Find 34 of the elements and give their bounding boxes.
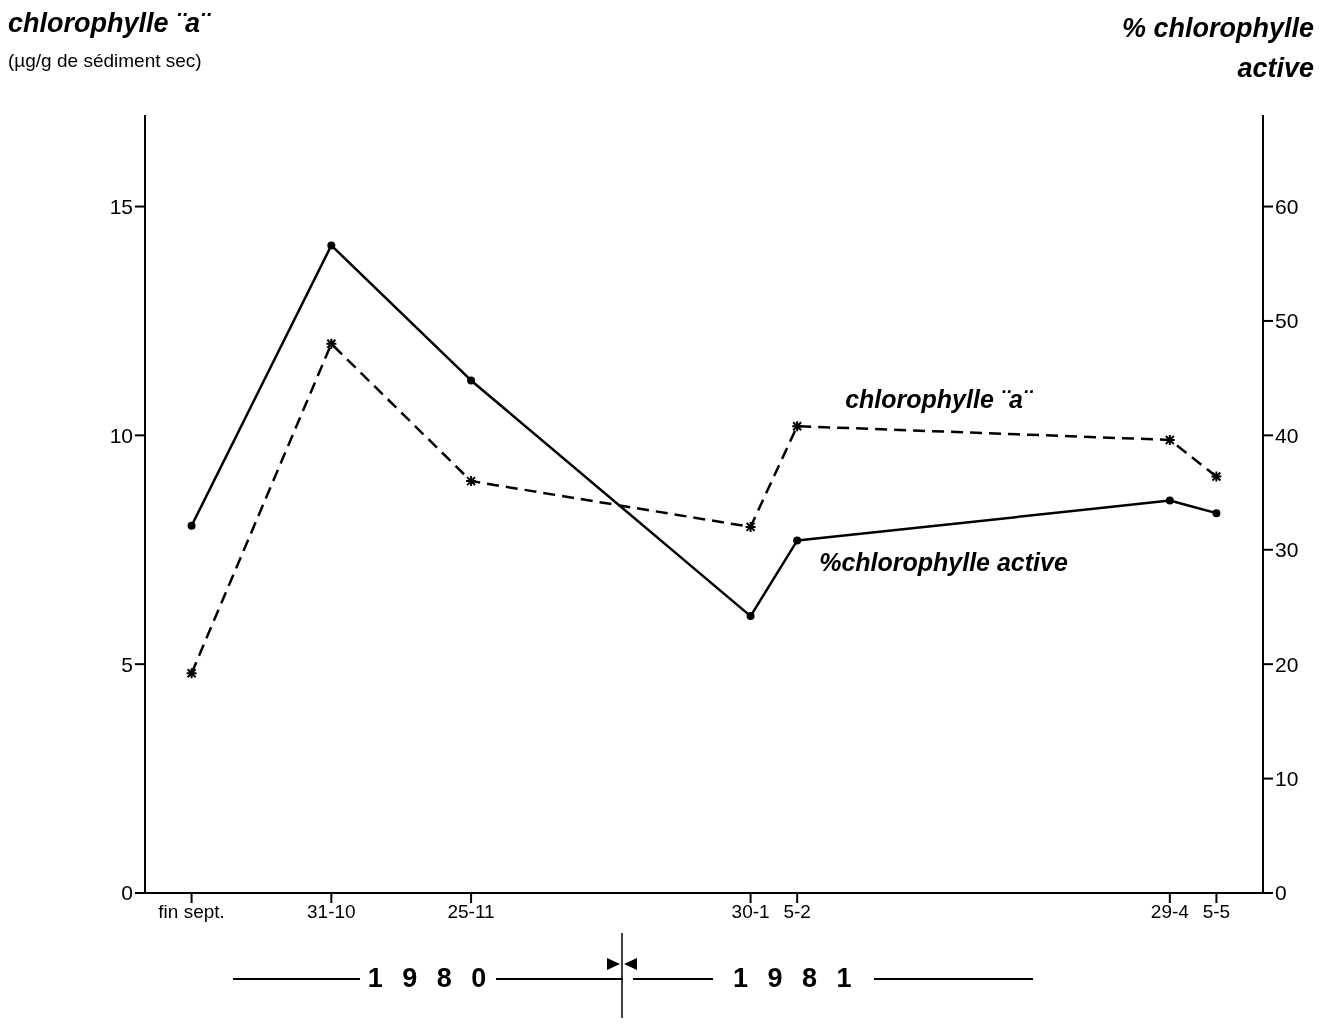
point — [1210, 470, 1223, 483]
y2-tick-label: 10 — [1275, 767, 1299, 791]
text: 1 9 8 0 — [366, 963, 494, 994]
y2-tick-label: 60 — [1275, 194, 1299, 218]
y2-tick-label: 20 — [1275, 652, 1299, 676]
point — [327, 241, 336, 250]
series-label: %chlorophylle active — [819, 547, 1068, 576]
text: 1 9 8 1 — [732, 963, 859, 994]
point — [185, 667, 198, 680]
point — [746, 612, 755, 621]
point — [793, 536, 802, 545]
y2-tick-label: 50 — [1275, 309, 1299, 333]
point — [187, 521, 196, 530]
y2-tick-label: 40 — [1275, 423, 1299, 447]
x-tick-label: 5-5 — [1202, 901, 1231, 923]
y-tick-label: 0 — [121, 881, 133, 905]
x-tick-label: 25-11 — [447, 901, 495, 923]
point — [467, 376, 476, 385]
x-tick-label: 29-4 — [1150, 901, 1190, 923]
y-tick-label: 10 — [109, 423, 133, 447]
x-tick-label: fin sept. — [158, 901, 225, 923]
y-tick-label: 5 — [121, 652, 133, 676]
x-tick-label: 31-10 — [307, 901, 356, 923]
point — [325, 337, 338, 350]
y2-axis-title: % chlorophylle active — [1121, 12, 1314, 85]
y-tick-label: 15 — [109, 194, 133, 218]
point — [1165, 496, 1174, 505]
y2-tick-label: 0 — [1275, 881, 1287, 905]
point — [1212, 509, 1221, 518]
y-axis-title: chlorophylle ¨a¨ (µg/g de sédiment sec) — [8, 8, 210, 72]
x-tick-label: 5-2 — [783, 901, 811, 923]
y2-tick-label: 30 — [1275, 538, 1299, 562]
x-tick-label: 30-1 — [731, 901, 770, 923]
series-label: chlorophylle ¨a¨ — [845, 385, 1034, 414]
